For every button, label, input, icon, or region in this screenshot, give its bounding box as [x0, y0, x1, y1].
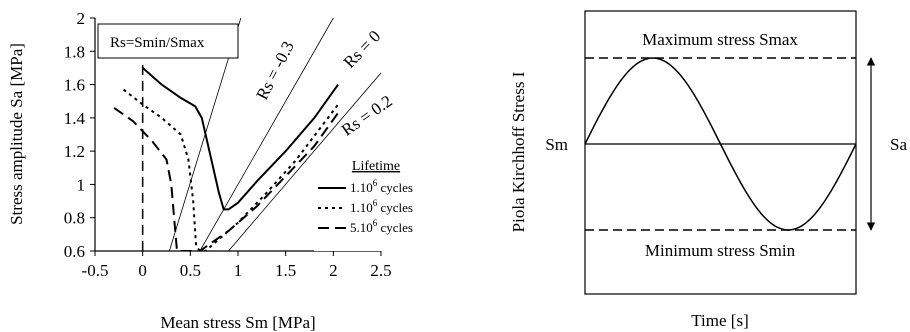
x-tick-label: -0.5 — [82, 261, 109, 280]
smin-label: Minimum stress Smin — [645, 241, 796, 260]
ratio-line — [199, 18, 334, 251]
y-tick-label: 1.6 — [64, 76, 85, 95]
y-tick-label: 1.2 — [64, 142, 85, 161]
stress-sine-curve — [584, 57, 857, 231]
ratio-definition-box: Rs=Smin/Smax — [97, 23, 239, 59]
x-tick-label: 1.5 — [275, 261, 296, 280]
y-tick-label: 2 — [77, 9, 86, 28]
y-axis-label: Stress amplitude Sa [MPa] — [7, 43, 26, 225]
stress-axis-label: Piola Kirchhoff Stress I — [509, 71, 528, 232]
sa-label: Sa — [890, 135, 907, 154]
lifetime-curve-solid — [142, 67, 339, 211]
ratio-definition-label: Rs=Smin/Smax — [110, 35, 205, 51]
data-series — [113, 67, 339, 251]
chart-legend: Lifetime 1.106 cycles 1.106 cycles 5.106 cy… — [314, 151, 432, 251]
legend-background — [314, 151, 432, 251]
y-tick-label: 1.4 — [64, 109, 86, 128]
legend-title: Lifetime — [352, 159, 400, 174]
lifetime-curve-dashed — [113, 107, 339, 251]
y-tick-label: 1 — [77, 175, 86, 194]
x-tick-label: 2 — [329, 261, 338, 280]
y-tick-label: 1.8 — [64, 42, 85, 61]
lifetime-curve-dotted — [122, 88, 339, 251]
sm-label: Sm — [545, 135, 568, 154]
ratio-line-label: Rs = -0.3 — [252, 38, 298, 103]
legend-label: 1.106 cycles — [350, 178, 413, 195]
x-tick-label: 0.5 — [180, 261, 201, 280]
ratio-line-label: Rs = 0 — [340, 27, 385, 72]
y-tick-label: 0.8 — [64, 209, 85, 228]
x-tick-label: 0 — [138, 261, 147, 280]
smax-label: Maximum stress Smax — [642, 30, 798, 49]
time-axis-label: Time [s] — [691, 311, 748, 330]
ratio-line-label: Rs = 0.2 — [338, 91, 396, 139]
ratio-line — [228, 72, 381, 251]
legend-label: 5.106 cycles — [350, 218, 413, 235]
y-tick-label: 0.6 — [64, 242, 85, 261]
tick-labels: -0.5 0 0.5 1 1.5 2 2.5 0.6 0.8 1 1.2 1.4 1.6 1.8 2 — [64, 9, 392, 280]
stress-cycle-diagram: Maximum stress Smax Minimum stress Smin … — [509, 10, 907, 330]
x-tick-label: 1 — [234, 261, 243, 280]
x-tick-label: 2.5 — [370, 261, 391, 280]
haigh-diagram: Rs = -0.3 Rs = 0 Rs = 0.2 Rs=Smin/Smax Lif… — [7, 9, 432, 332]
legend-label: 1.106 cycles — [350, 198, 413, 215]
x-axis-label: Mean stress Sm [MPa] — [160, 313, 315, 332]
